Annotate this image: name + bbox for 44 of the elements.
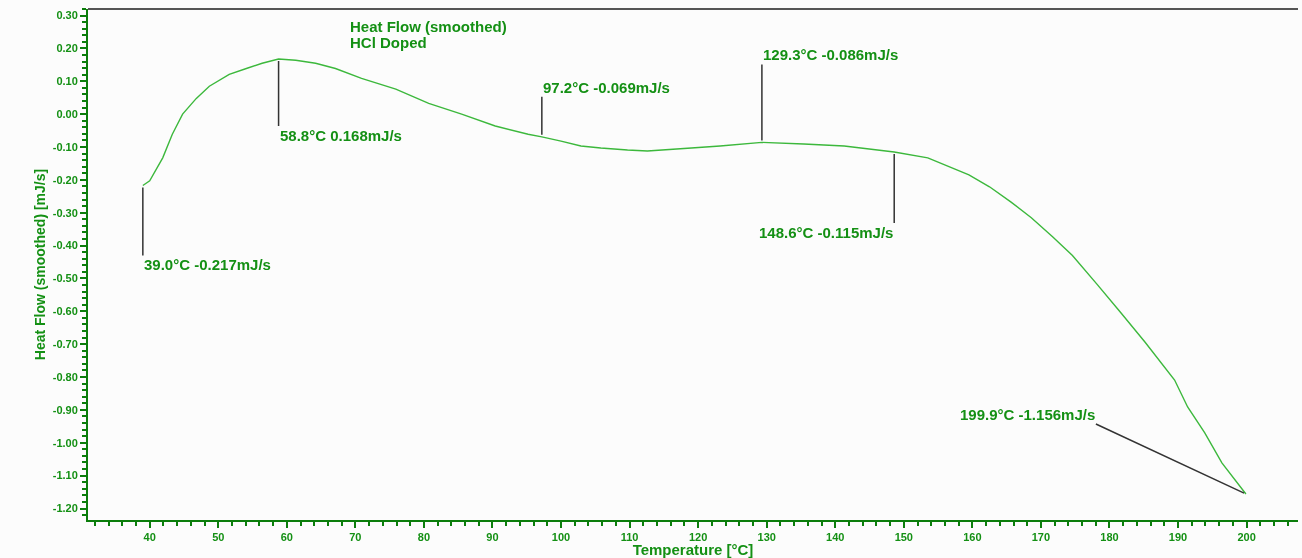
annotation: 58.8°C 0.168mJ/s bbox=[280, 127, 402, 144]
y-axis-title: Heat Flow (smoothed) [mJ/s] bbox=[31, 168, 48, 361]
x-tick-label: 160 bbox=[963, 531, 982, 544]
x-tick-label: 200 bbox=[1237, 531, 1256, 544]
x-tick-label: 70 bbox=[349, 531, 362, 544]
x-tick-label: 40 bbox=[143, 531, 156, 544]
x-tick-label: 140 bbox=[826, 531, 845, 544]
x-tick-label: 50 bbox=[212, 531, 225, 544]
y-tick-label: -0.70 bbox=[52, 338, 78, 351]
y-tick-label: 0.20 bbox=[56, 42, 78, 55]
x-tick-label: 110 bbox=[620, 531, 639, 544]
y-tick-label: -1.00 bbox=[52, 436, 78, 449]
x-tick-label: 190 bbox=[1168, 531, 1188, 544]
x-tick-label: 180 bbox=[1100, 531, 1119, 544]
y-tick-label: -0.20 bbox=[52, 173, 78, 186]
line-series bbox=[142, 58, 1247, 495]
annotation: 129.3°C -0.086mJ/s bbox=[763, 46, 899, 63]
y-tick-label: -0.50 bbox=[52, 272, 78, 285]
x-tick-label: 80 bbox=[417, 531, 431, 544]
y-tick-label: -0.80 bbox=[52, 370, 78, 383]
x-tick-label: 170 bbox=[1031, 531, 1051, 544]
y-tick-label: -0.30 bbox=[52, 206, 78, 219]
annotation: HCl Doped bbox=[350, 34, 427, 51]
y-tick-label: 0.30 bbox=[56, 9, 78, 22]
x-tick-label: 120 bbox=[688, 531, 708, 544]
x-tick-label: 150 bbox=[894, 531, 913, 544]
text: Heat Flow (smoothed) bbox=[350, 18, 507, 35]
annotation: 97.2°C -0.069mJ/s bbox=[543, 79, 670, 96]
annotation: 199.9°C -1.156mJ/s bbox=[960, 406, 1096, 423]
y-tick-label: -0.40 bbox=[52, 239, 78, 252]
annotation: 39.0°C -0.217mJ/s bbox=[144, 256, 271, 273]
y-tick-label: 0.10 bbox=[56, 75, 78, 88]
y-tick-label: -0.10 bbox=[52, 140, 78, 153]
y-tick-label: -1.20 bbox=[52, 502, 78, 515]
y-tick-label: -0.90 bbox=[52, 403, 78, 416]
y-tick-label: 0.00 bbox=[56, 108, 78, 121]
x-tick-label: 90 bbox=[486, 531, 499, 544]
y-tick-label: -0.60 bbox=[52, 305, 78, 318]
x-tick-label: 130 bbox=[757, 531, 776, 544]
x-tick-label: 60 bbox=[280, 531, 293, 544]
x-tick-label: 100 bbox=[551, 531, 571, 544]
annotation: 148.6°C -0.115mJ/s bbox=[759, 224, 894, 241]
x-axis-title: Temperature [°C] bbox=[632, 541, 754, 558]
y-tick-label: -1.10 bbox=[52, 469, 78, 482]
